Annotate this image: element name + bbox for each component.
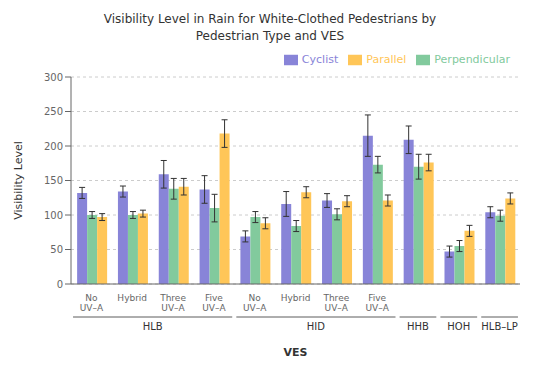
svg-text:HHB: HHB — [407, 321, 429, 332]
svg-text:VES: VES — [284, 346, 308, 359]
svg-text:0: 0 — [57, 279, 63, 290]
svg-text:Visibility Level: Visibility Level — [12, 141, 25, 220]
svg-text:ThreeUV–A: ThreeUV–A — [322, 293, 349, 313]
svg-text:200: 200 — [44, 141, 63, 152]
svg-text:50: 50 — [50, 244, 63, 255]
svg-text:ThreeUV–A: ThreeUV–A — [159, 293, 186, 313]
svg-text:HLB: HLB — [143, 321, 163, 332]
html-text:Parallel: Parallel — [366, 53, 407, 66]
svg-text:Hybrid: Hybrid — [281, 293, 311, 303]
svg-text:100: 100 — [44, 210, 63, 221]
svg-text:300: 300 — [44, 72, 63, 83]
svg-text:FiveUV–A: FiveUV–A — [365, 293, 389, 313]
html-text:Visibility Level in Rain for W: Visibility Level in Rain for White-Cloth… — [103, 12, 437, 26]
svg-text:NoUV–A: NoUV–A — [243, 293, 267, 313]
html-text:Cyclist: Cyclist — [301, 53, 339, 66]
svg-text:HLB–LP: HLB–LP — [481, 321, 518, 332]
svg-text:250: 250 — [44, 106, 63, 117]
html-text:Perpendicular: Perpendicular — [434, 53, 510, 66]
html-text:Pedestrian Type and VES: Pedestrian Type and VES — [195, 29, 345, 43]
svg-text:FiveUV–A: FiveUV–A — [202, 293, 226, 313]
svg-text:HID: HID — [307, 321, 325, 332]
svg-text:NoUV–A: NoUV–A — [80, 293, 104, 313]
svg-text:HOH: HOH — [447, 321, 470, 332]
svg-text:150: 150 — [44, 175, 63, 186]
svg-text:Hybrid: Hybrid — [117, 293, 147, 303]
